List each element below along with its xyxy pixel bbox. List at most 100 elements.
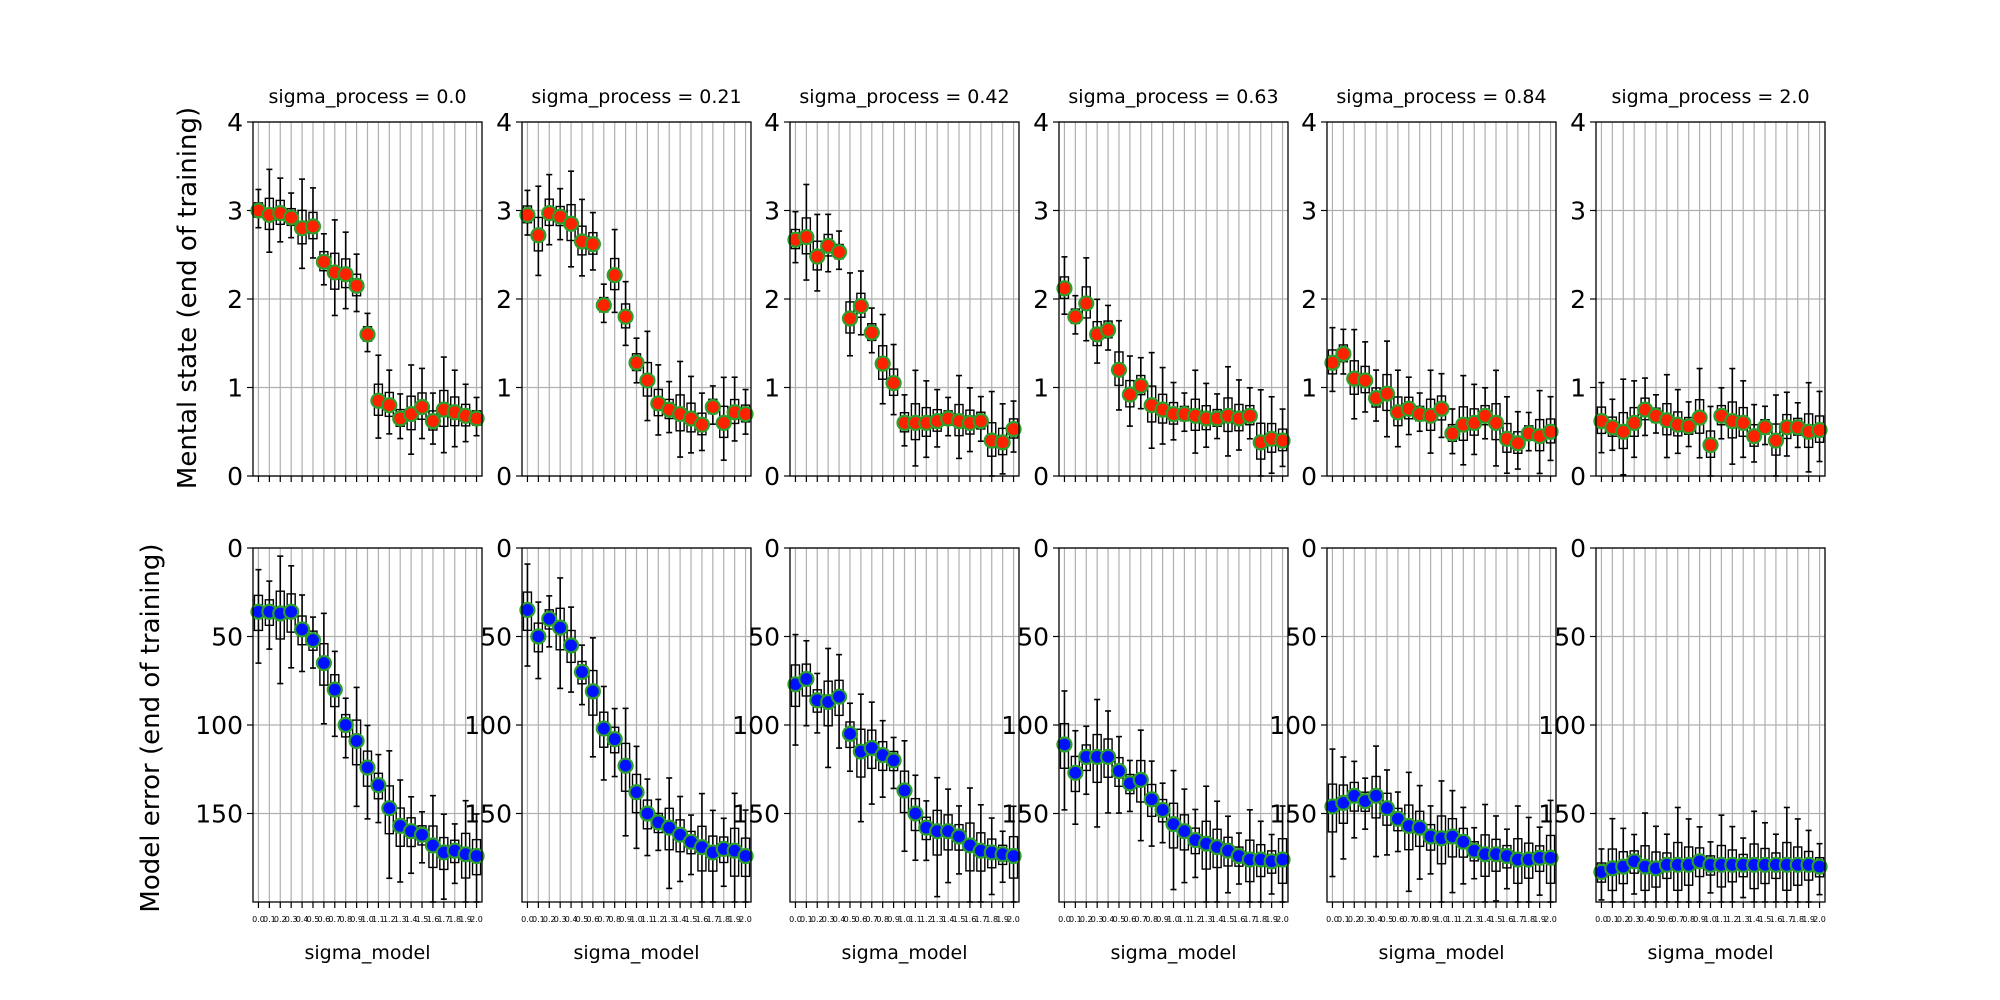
- x-tick-label: 1.1: [909, 915, 922, 924]
- y-tick-label: 4: [764, 108, 780, 137]
- x-tick-label: 2.0: [1813, 915, 1826, 924]
- data-point: [293, 621, 311, 638]
- y-tick-label: 1: [227, 374, 243, 403]
- data-point: [1067, 308, 1084, 325]
- y-tick-label: 1: [496, 374, 512, 403]
- y-tick-label: 0: [1570, 534, 1586, 563]
- x-tick-label: 0.4: [1370, 915, 1383, 924]
- data-point: [1767, 432, 1785, 449]
- x-tick-label: 2.0: [1276, 915, 1289, 924]
- data-point: [1702, 436, 1719, 454]
- data-point: [737, 847, 754, 865]
- panel-1-row-0: 0 1 2 3 4 sigma_process = 0.21: [496, 86, 754, 491]
- data-point: [337, 266, 354, 283]
- x-tick-label: 0.6: [855, 915, 868, 924]
- data-point: [304, 631, 322, 649]
- x-tick-label: 0.1: [263, 915, 276, 924]
- x-tick-label: 0.3: [822, 915, 835, 924]
- data-point: [1455, 833, 1472, 850]
- data-point: [1121, 386, 1138, 403]
- data-point: [1005, 847, 1022, 865]
- data-point: [606, 731, 623, 748]
- x-tick-label: 0.7: [865, 915, 878, 924]
- data-point: [896, 782, 913, 799]
- x-tick-label: 0.0: [1326, 915, 1339, 924]
- y-tick-label: 4: [227, 108, 243, 137]
- panel-3-row-0: 0 1 2 3 4 sigma_process = 0.63: [1033, 86, 1291, 491]
- data-point: [972, 413, 989, 430]
- y-tick-label: 50: [1554, 623, 1586, 652]
- y-tick-label: 150: [195, 800, 243, 829]
- x-tick-label: 0.9: [350, 915, 363, 924]
- data-point: [1056, 280, 1073, 297]
- data-point: [595, 720, 612, 737]
- y-tick-label: 1: [764, 374, 780, 403]
- x-tick-label: 0.2: [1348, 915, 1361, 924]
- panel-title: sigma_process = 0.0: [268, 86, 466, 108]
- y-tick-label: 1: [1570, 374, 1586, 403]
- x-tick-label: 1.8: [717, 915, 730, 924]
- y-tick-label: 100: [1269, 711, 1317, 740]
- y-tick-label: 50: [211, 623, 243, 652]
- data-point: [1509, 435, 1526, 452]
- x-tick-label: 1.6: [964, 915, 977, 924]
- x-tick-label: 0.4: [565, 915, 578, 924]
- data-point: [606, 267, 623, 284]
- data-point: [1680, 418, 1697, 435]
- data-point: [907, 805, 924, 822]
- y-tick-label: 50: [1017, 623, 1049, 652]
- data-point: [552, 619, 569, 636]
- x-tick-label: 1.9: [459, 915, 472, 924]
- data-point: [348, 277, 365, 294]
- x-tick-label: 1.2: [920, 915, 933, 924]
- data-point: [715, 414, 732, 431]
- x-tick-label: 0.4: [833, 915, 846, 924]
- x-tick-label: 1.6: [427, 915, 440, 924]
- data-point: [1099, 321, 1117, 339]
- panel-4-row-1: 0501001500.00.10.20.30.40.50.60.70.80.91…: [1269, 534, 1559, 964]
- panel-2-row-0: 0 1 2 3 4 sigma_process = 0.42: [764, 86, 1022, 491]
- x-tick-label: 1.2: [1726, 915, 1739, 924]
- x-tick-label: 0.2: [274, 915, 287, 924]
- panel-3-row-1: 0501001500.00.10.20.30.40.50.60.70.80.91…: [1001, 534, 1291, 964]
- y-tick-label: 3: [1301, 197, 1317, 226]
- x-tick-label: 0.0: [1058, 915, 1071, 924]
- data-point: [1626, 414, 1643, 431]
- data-point: [693, 416, 711, 433]
- data-point: [1154, 801, 1171, 819]
- data-point: [1487, 414, 1505, 431]
- panel-title: sigma_process = 0.42: [799, 86, 1009, 108]
- data-point: [809, 248, 826, 265]
- x-tick-label: 1.5: [1222, 915, 1235, 924]
- data-point: [1756, 419, 1774, 436]
- x-tick-label: 1.2: [1189, 915, 1202, 924]
- data-point: [315, 654, 332, 672]
- x-tick-label: 0.7: [1671, 915, 1684, 924]
- data-point: [1005, 421, 1022, 438]
- x-tick-label: 0.7: [597, 915, 610, 924]
- x-tick-label: 1.0: [630, 915, 643, 924]
- x-axis-label: sigma_model: [1378, 942, 1504, 964]
- x-tick-label: 1.4: [674, 915, 687, 924]
- x-axis-label: sigma_model: [1110, 942, 1236, 964]
- data-point: [1241, 407, 1258, 424]
- data-point: [1444, 425, 1461, 442]
- y-tick-label: 0: [496, 534, 512, 563]
- data-point: [413, 398, 431, 416]
- y-tick-label: 0: [1033, 462, 1049, 491]
- x-tick-label: 1.8: [1254, 915, 1267, 924]
- x-tick-label: 1.3: [931, 915, 944, 924]
- data-point: [1357, 372, 1374, 389]
- data-point: [841, 310, 859, 327]
- x-tick-label: 0.8: [876, 915, 889, 924]
- data-point: [830, 244, 848, 261]
- data-point: [874, 355, 891, 372]
- y-tick-label: 0: [1033, 534, 1049, 563]
- data-point: [950, 828, 968, 845]
- x-tick-label: 1.4: [405, 915, 418, 924]
- x-tick-label: 1.7: [1243, 915, 1256, 924]
- data-point: [617, 757, 634, 774]
- y-tick-label: 4: [1570, 108, 1586, 137]
